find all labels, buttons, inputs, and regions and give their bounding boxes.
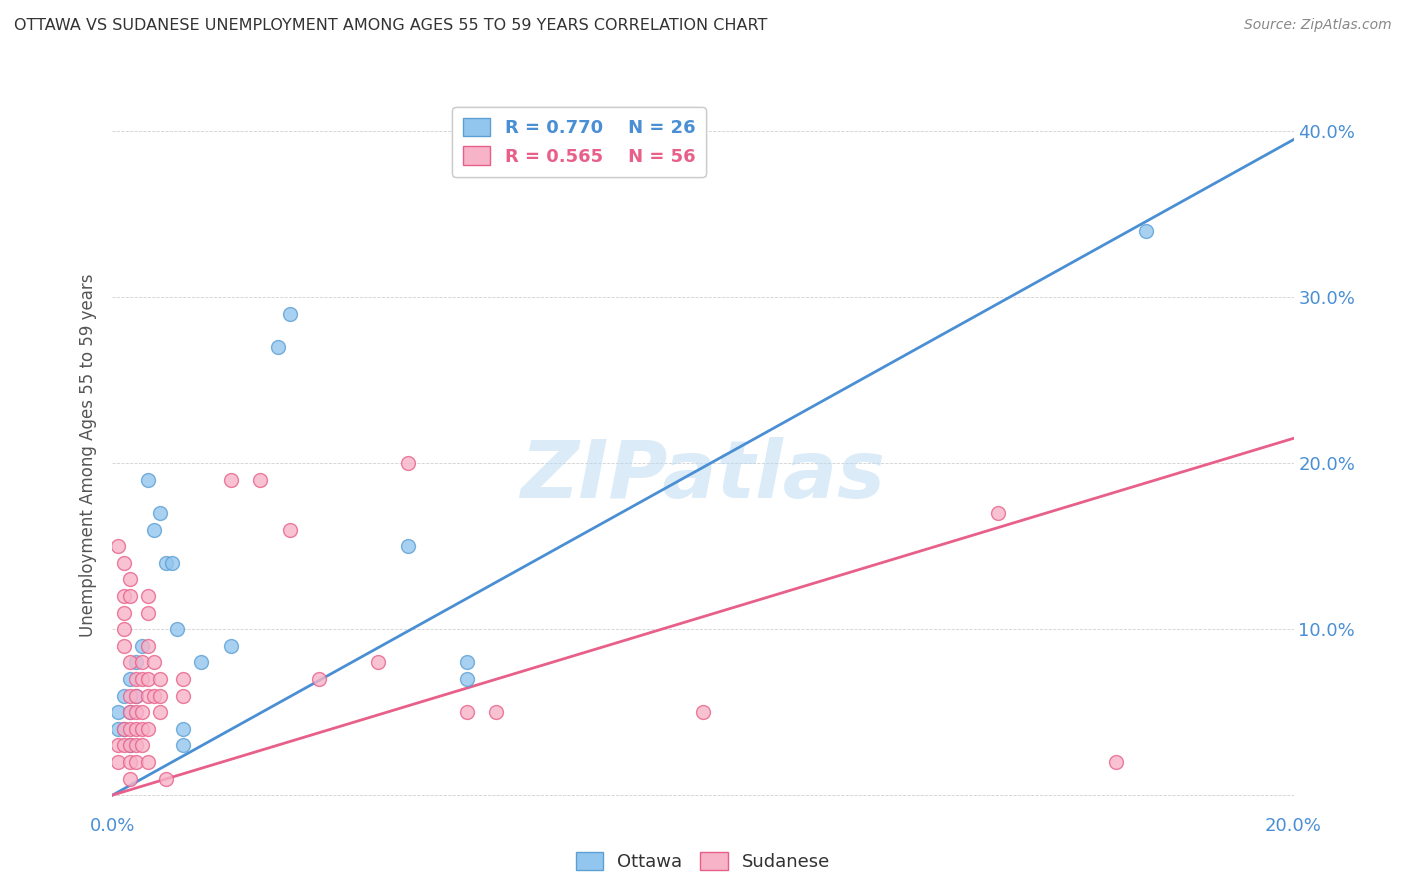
Point: [485, 705, 508, 719]
Point: [125, 755, 148, 769]
Text: ZIPatlas: ZIPatlas: [520, 437, 886, 516]
Legend: Ottawa, Sudanese: Ottawa, Sudanese: [568, 845, 838, 879]
Point: [136, 722, 159, 736]
Point: [136, 606, 159, 620]
Point: [149, 705, 172, 719]
Point: [120, 755, 142, 769]
Point: [125, 689, 148, 703]
Point: [396, 456, 419, 470]
Point: [190, 656, 212, 670]
Point: [456, 705, 478, 719]
Point: [1135, 224, 1157, 238]
Point: [142, 523, 165, 537]
Point: [136, 689, 159, 703]
Point: [219, 473, 242, 487]
Point: [142, 689, 165, 703]
Point: [136, 589, 159, 603]
Point: [166, 622, 188, 636]
Point: [112, 556, 135, 570]
Point: [267, 340, 290, 354]
Point: [112, 739, 135, 753]
Point: [131, 672, 153, 686]
Point: [149, 506, 172, 520]
Point: [149, 672, 172, 686]
Point: [249, 473, 271, 487]
Point: [131, 739, 153, 753]
Point: [136, 672, 159, 686]
Point: [131, 705, 153, 719]
Point: [125, 722, 148, 736]
Point: [142, 656, 165, 670]
Point: [131, 656, 153, 670]
Point: [107, 722, 129, 736]
Point: [456, 656, 478, 670]
Point: [112, 722, 135, 736]
Point: [149, 689, 172, 703]
Point: [107, 539, 129, 553]
Point: [278, 307, 301, 321]
Text: OTTAWA VS SUDANESE UNEMPLOYMENT AMONG AGES 55 TO 59 YEARS CORRELATION CHART: OTTAWA VS SUDANESE UNEMPLOYMENT AMONG AG…: [14, 18, 768, 33]
Point: [125, 672, 148, 686]
Point: [112, 722, 135, 736]
Point: [136, 473, 159, 487]
Point: [112, 622, 135, 636]
Point: [172, 739, 194, 753]
Point: [120, 672, 142, 686]
Point: [396, 539, 419, 553]
Point: [120, 705, 142, 719]
Y-axis label: Unemployment Among Ages 55 to 59 years: Unemployment Among Ages 55 to 59 years: [79, 273, 97, 637]
Point: [125, 656, 148, 670]
Point: [131, 722, 153, 736]
Point: [155, 772, 177, 786]
Point: [112, 639, 135, 653]
Point: [125, 689, 148, 703]
Point: [155, 556, 177, 570]
Point: [367, 656, 389, 670]
Point: [120, 739, 142, 753]
Text: Source: ZipAtlas.com: Source: ZipAtlas.com: [1244, 18, 1392, 32]
Point: [120, 656, 142, 670]
Point: [125, 739, 148, 753]
Point: [120, 689, 142, 703]
Point: [172, 689, 194, 703]
Point: [456, 672, 478, 686]
Point: [136, 755, 159, 769]
Point: [107, 705, 129, 719]
Point: [120, 705, 142, 719]
Legend: R = 0.770    N = 26, R = 0.565    N = 56: R = 0.770 N = 26, R = 0.565 N = 56: [453, 107, 706, 177]
Point: [112, 589, 135, 603]
Point: [107, 755, 129, 769]
Point: [125, 705, 148, 719]
Point: [308, 672, 330, 686]
Point: [278, 523, 301, 537]
Point: [692, 705, 714, 719]
Point: [172, 722, 194, 736]
Point: [120, 573, 142, 587]
Point: [160, 556, 183, 570]
Point: [120, 739, 142, 753]
Point: [136, 639, 159, 653]
Point: [112, 689, 135, 703]
Point: [120, 722, 142, 736]
Point: [1105, 755, 1128, 769]
Point: [131, 639, 153, 653]
Point: [219, 639, 242, 653]
Point: [172, 672, 194, 686]
Point: [987, 506, 1010, 520]
Point: [112, 606, 135, 620]
Point: [120, 772, 142, 786]
Point: [120, 589, 142, 603]
Point: [107, 739, 129, 753]
